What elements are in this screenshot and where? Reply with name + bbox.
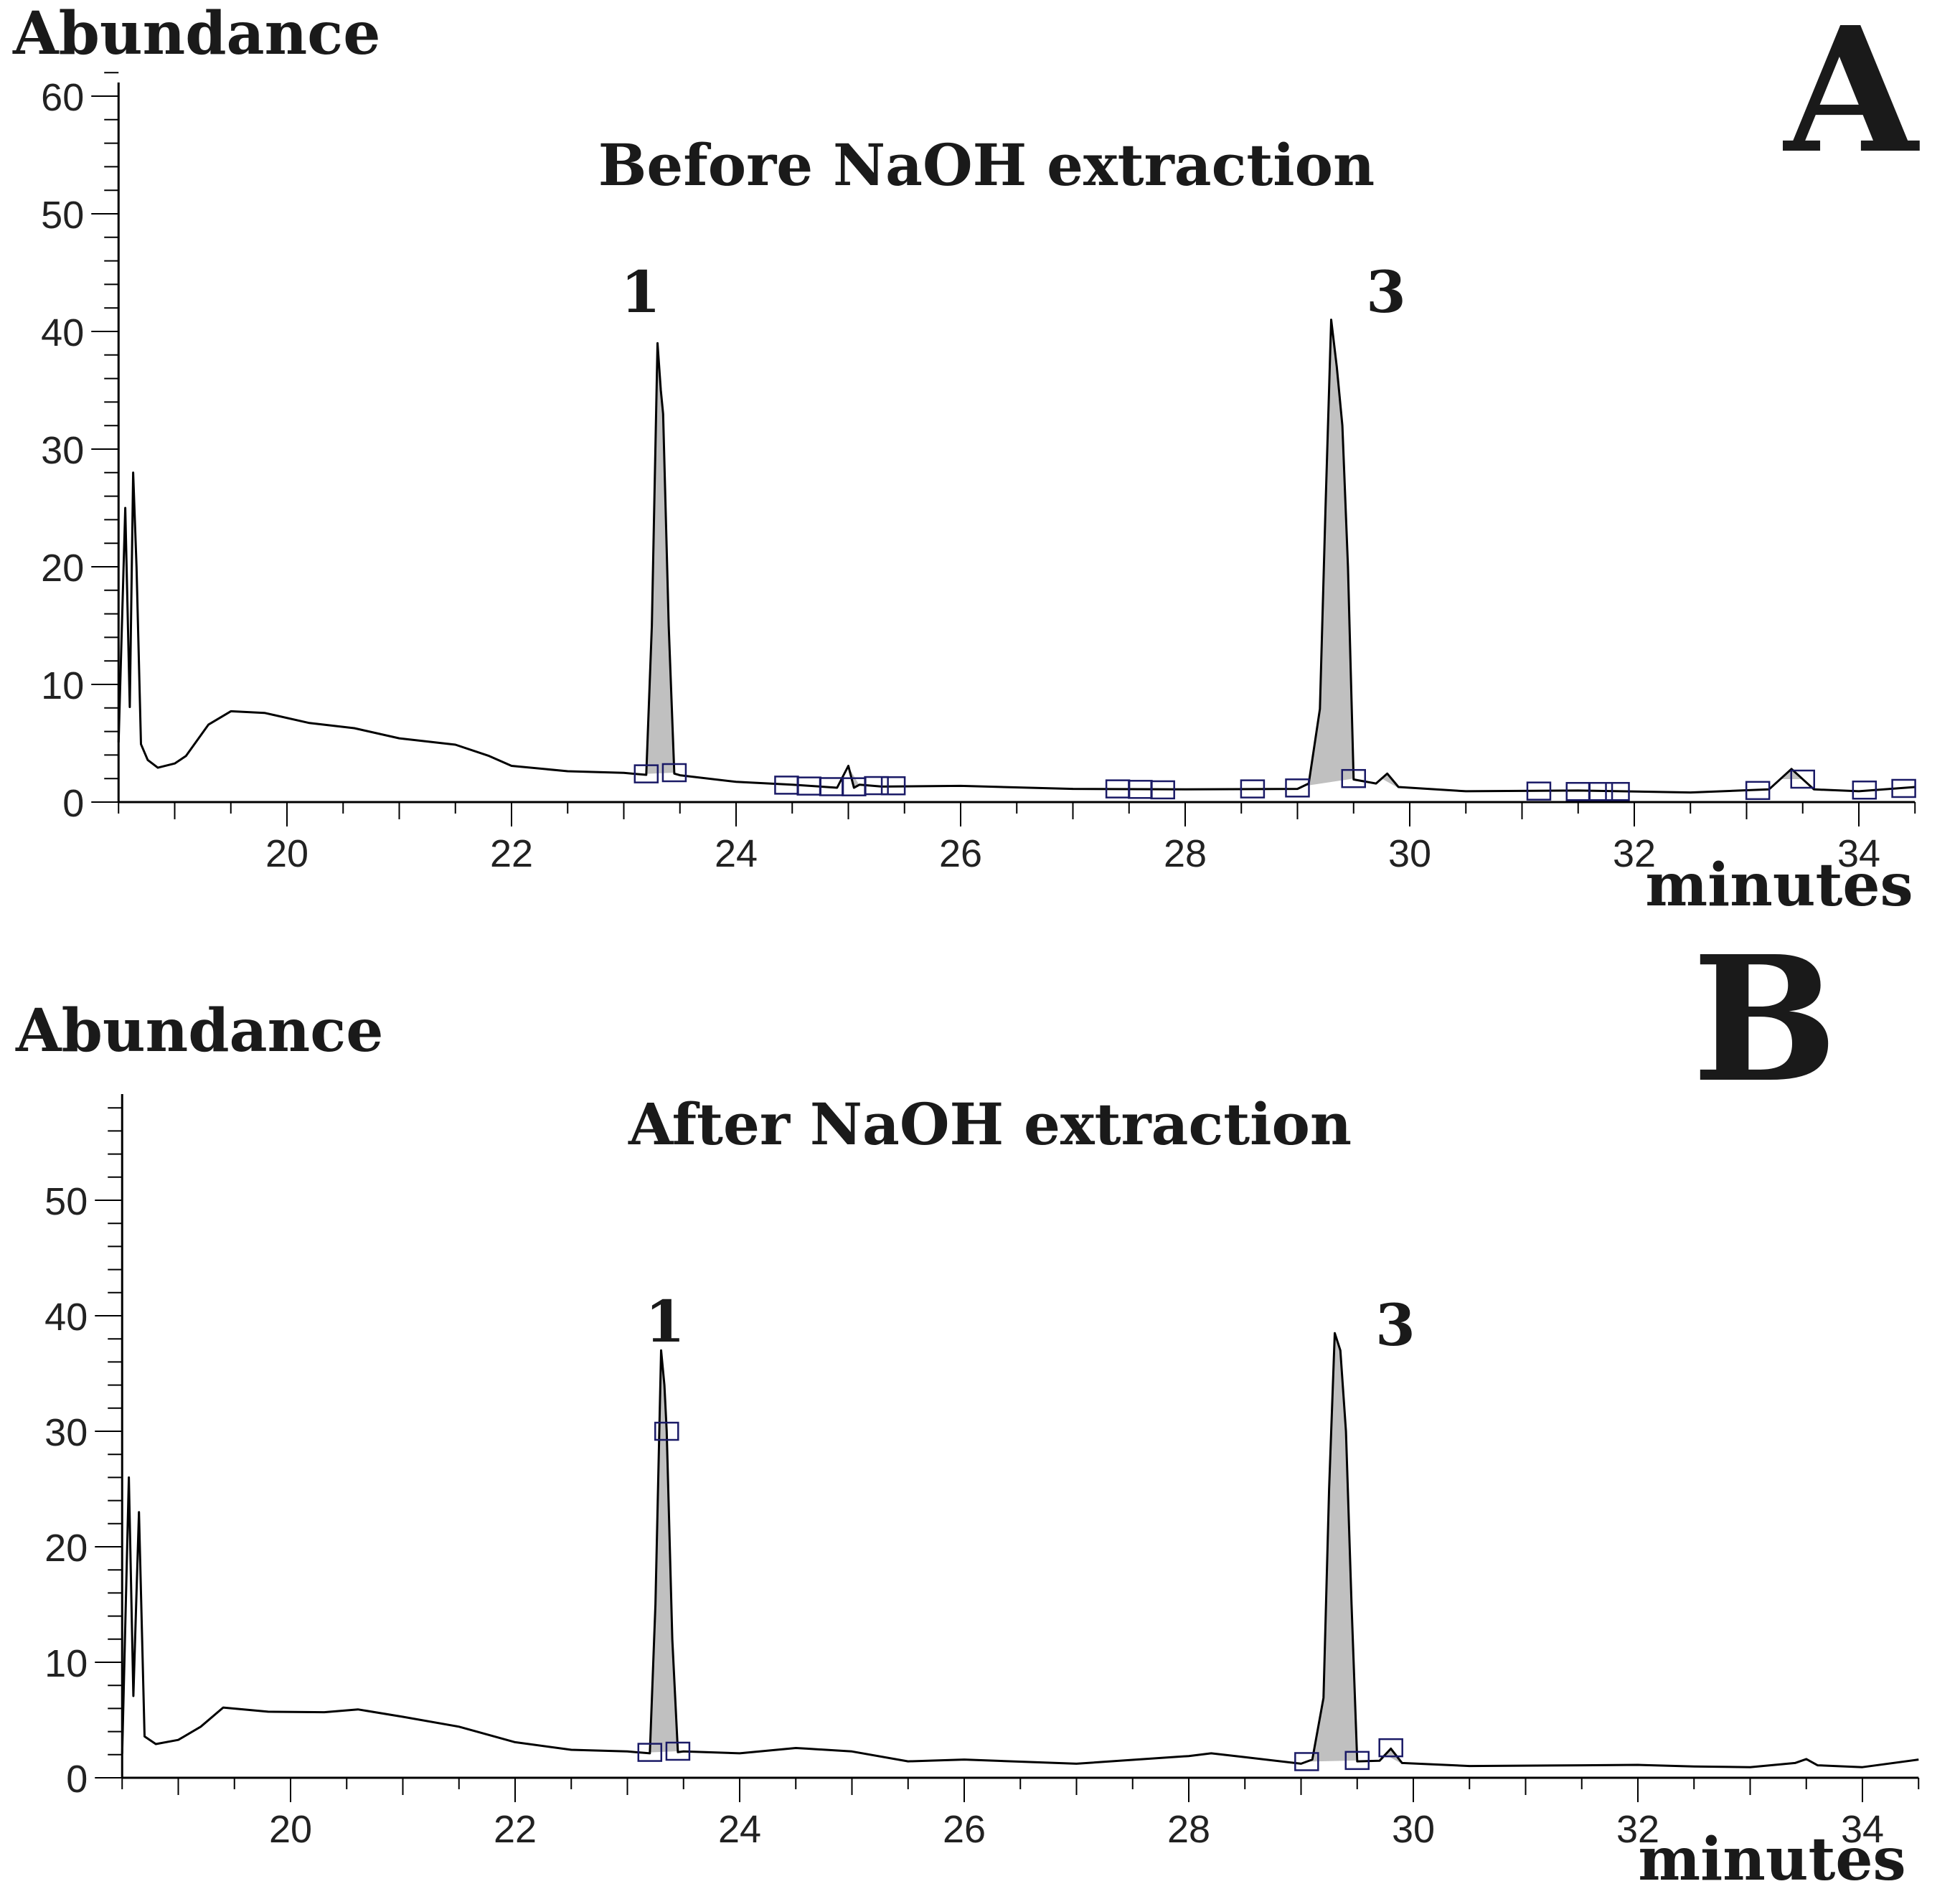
panel-a-peak-1-area [646, 343, 674, 774]
panel-a-x-tick-label: 20 [265, 832, 308, 875]
panel-b-baseline-marker [1294, 1752, 1319, 1771]
panel-b-y-tick-label: 10 [44, 1642, 88, 1685]
panel-a-x-tick-label: 30 [1388, 832, 1431, 875]
panel-a-baseline-marker [1240, 779, 1266, 798]
panel-a-baseline-marker [864, 776, 889, 796]
panel-b-y-tick-label: 50 [44, 1180, 88, 1223]
panel-a-y-tick-label: 50 [41, 194, 84, 237]
panel-a-baseline-marker [1526, 781, 1552, 801]
panel-a-baseline-marker [661, 763, 687, 783]
panel-a-ylabel: Abundance [12, 0, 380, 68]
panel-a-chromatogram-trace [117, 319, 1916, 794]
panel-b-baseline-marker [654, 1421, 679, 1441]
panel-a-letter: A [1783, 0, 1920, 192]
panel-b-x-tick-label: 32 [1616, 1808, 1659, 1851]
panel-a-baseline-marker [1285, 778, 1310, 798]
panel-a-x-tick-label: 32 [1613, 832, 1656, 875]
panel-b-peak-label-1: 1 [645, 1288, 685, 1355]
panel-a-xlabel: minutes [1645, 851, 1913, 920]
panel-a-x-tick-label: 24 [715, 832, 758, 875]
panel-b-x-tick-label: 24 [718, 1808, 761, 1851]
panel-b-peak-3-area [1306, 1333, 1357, 1762]
panel-b-x-tick-label: 26 [943, 1808, 986, 1851]
panel-b-baseline-marker [1344, 1751, 1370, 1771]
panel-b-peak-label-3: 3 [1375, 1291, 1415, 1359]
panel-a-x-tick-label: 26 [939, 832, 982, 875]
panel-a-baseline-marker [1150, 780, 1175, 800]
panel-b-chromatogram-trace [121, 1332, 1919, 1768]
panel-a-peak-3-area [1303, 319, 1354, 786]
panel-b-y-tick-label: 0 [66, 1758, 88, 1801]
panel-b-y-tick-label: 20 [44, 1527, 88, 1570]
panel-b-y-tick-label: 30 [44, 1411, 88, 1454]
panel-b-x-tick-label: 22 [494, 1808, 537, 1851]
panel-a-baseline-marker [633, 764, 659, 783]
panel-a-y-tick-label: 0 [62, 782, 84, 825]
panel-b-baseline-marker [1378, 1738, 1403, 1758]
panel-b-marks: 0 10 20 30 40 50 20 22 24 26 28 30 32 34 [44, 1094, 1920, 1851]
panel-a-baseline-marker [1852, 781, 1877, 800]
panel-a-peak-label-3: 3 [1366, 258, 1406, 326]
panel-a-x-tick-label: 22 [490, 832, 533, 875]
panel-a-minor-peak-area [848, 766, 860, 787]
panel-a-minor-peak-area [1381, 773, 1399, 788]
panel-a-baseline-marker [880, 776, 906, 796]
panel-a-marks: 0 10 20 30 40 50 60 20 22 24 26 28 30 32 34 [41, 72, 1916, 875]
panel-a-baseline-marker [1605, 781, 1630, 801]
panel-b-x-tick-label: 28 [1167, 1808, 1210, 1851]
panel-a-peak-label-1: 1 [621, 258, 661, 326]
panel-a-title: Before NaOH extraction [598, 131, 1375, 199]
panel-a-x-tick-label: 28 [1164, 832, 1207, 875]
panel-b-baseline-marker [637, 1743, 663, 1762]
panel-a-baseline-marker [1588, 781, 1613, 801]
panel-b-baseline-marker [665, 1741, 691, 1761]
panel-b-ylabel: Abundance [15, 997, 383, 1065]
panel-a-x-tick-label: 34 [1837, 832, 1880, 875]
panel-a-y-tick-label: 10 [41, 664, 84, 707]
panel-b-y-tick-label: 40 [44, 1296, 88, 1339]
panel-b-xlabel: minutes [1638, 1825, 1905, 1894]
panel-a-y-tick-label: 20 [41, 547, 84, 590]
panel-a-baseline-marker [1891, 778, 1916, 798]
panel-a-y-tick-label: 40 [41, 311, 84, 354]
panel-b-title: After NaOH extraction [628, 1090, 1352, 1158]
panel-b: Abundance B After NaOH extraction minute… [15, 918, 1920, 1894]
panel-a-baseline-marker [1341, 768, 1366, 788]
panel-b-x-tick-label: 20 [269, 1808, 312, 1851]
panel-a: Abundance A Before NaOH extraction minut… [12, 0, 1920, 920]
panel-a-y-tick-label: 60 [41, 76, 84, 119]
panel-a-baseline-marker [1790, 769, 1815, 789]
panel-b-x-tick-label: 30 [1392, 1808, 1435, 1851]
panel-a-y-tick-label: 30 [41, 429, 84, 472]
panel-b-letter: B [1692, 918, 1838, 1121]
panel-a-baseline-marker [1745, 781, 1771, 801]
panel-b-x-tick-label: 34 [1841, 1808, 1884, 1851]
panel-b-peak-1-area [649, 1350, 678, 1753]
